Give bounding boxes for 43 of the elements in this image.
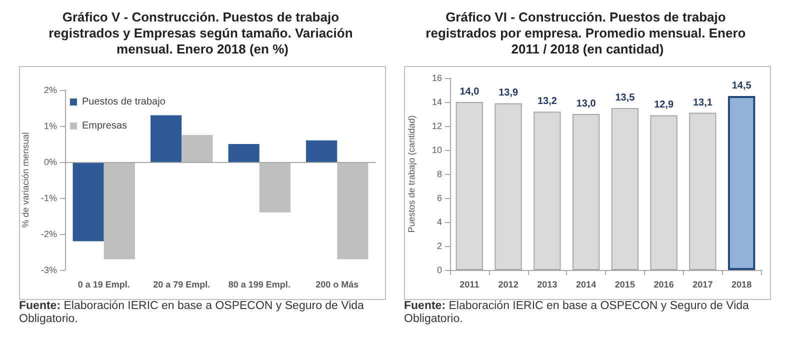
y-tick-label: -3% <box>40 265 57 275</box>
y-tick-label: 4 <box>436 217 442 227</box>
y-tick-label: 14 <box>432 97 442 107</box>
data-label: 14,5 <box>732 80 752 92</box>
data-label: 13,1 <box>692 97 713 108</box>
x-tick-label: 2015 <box>614 280 635 290</box>
y-axis-title: % de variación mensual <box>20 132 31 228</box>
x-tick-label: 2014 <box>576 280 596 290</box>
x-tick-label: 20 a 79 Empl. <box>153 280 210 290</box>
x-tick-label: 2016 <box>654 280 674 290</box>
y-axis-title: Puestos de trabajo (cantidad) <box>406 115 416 233</box>
y-tick-label: 10 <box>432 145 442 155</box>
data-label: 13,2 <box>537 96 558 108</box>
x-tick-label: 2017 <box>692 280 713 290</box>
x-tick-label: 2018 <box>732 280 752 290</box>
y-tick-label: 0 <box>436 265 442 275</box>
y-tick-label: -2% <box>40 229 57 239</box>
y-tick-label: 16 <box>432 73 442 83</box>
data-label: 13,5 <box>615 92 636 104</box>
x-tick-label: 2011 <box>460 280 480 290</box>
x-tick-label: 2012 <box>498 280 518 290</box>
source-note: Fuente: Elaboración IERIC en base a OSPECON y Seguro de Vida Obligatorio. <box>18 300 365 326</box>
data-label: 13,0 <box>576 98 596 110</box>
data-label: 12,9 <box>654 100 674 111</box>
x-tick-label: 200 o Más <box>316 280 359 290</box>
chart-title: Gráfico V - Construcción. Puestos de trabajo registrados y Empresas según tamaño. Variación mensual. Enero 2018 (en %) <box>48 10 356 56</box>
legend-label: Empresas <box>82 120 128 132</box>
x-tick-label: 80 a 199 Empl. <box>228 280 290 290</box>
y-tick-label: 8 <box>436 169 442 179</box>
y-tick-label: 2% <box>44 85 57 95</box>
data-label: 13,9 <box>498 88 518 99</box>
data-label: 14,0 <box>460 86 480 98</box>
y-tick-label: 1% <box>44 121 57 131</box>
y-tick-label: 0% <box>44 157 57 167</box>
x-tick-label: 2013 <box>537 280 558 290</box>
y-tick-label: 12 <box>432 121 442 131</box>
y-tick-label: -1% <box>40 193 57 203</box>
y-tick-label: 6 <box>436 193 442 203</box>
legend-label: Puestos de trabajo <box>82 96 166 108</box>
y-tick-label: 2 <box>436 241 442 251</box>
chart-title: Gráfico VI - Construcción. Puestos de trabajo registrados por empresa. Promedio mensual. Enero 2011 / 2018 (en cantidad) <box>426 10 750 56</box>
source-note: Fuente: Elaboración IERIC en base a OSPECON y Seguro de Vida Obligatorio. <box>403 300 750 326</box>
x-tick-label: 0 a 19 Empl. <box>78 280 130 290</box>
